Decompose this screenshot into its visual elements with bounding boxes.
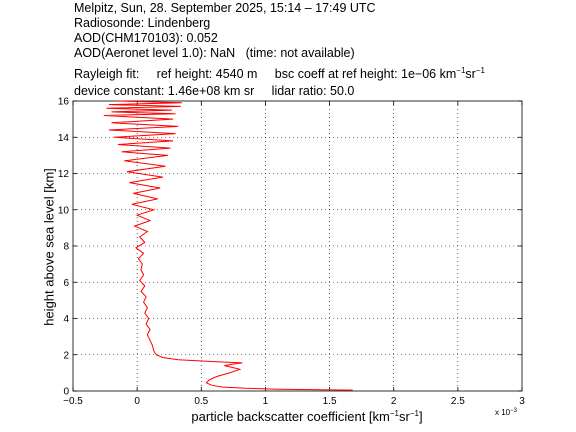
title-line-5: Rayleigh fit: ref height: 4540 m bsc coe…: [74, 66, 485, 82]
x-tick-label: 2.5: [451, 396, 465, 407]
y-tick-label: 14: [58, 133, 70, 144]
x-axis-label: particle backscatter coefficient [km−1sr…: [0, 409, 576, 424]
x-axis-label-sup2: −1: [409, 409, 419, 418]
title-line-6: device constant: 1.46e+08 km sr lidar ra…: [74, 84, 355, 98]
x-tick-label: 0.5: [194, 396, 208, 407]
x-scale-base: x 10: [495, 408, 511, 417]
y-tick-label: 8: [63, 242, 69, 253]
y-tick-label: 16: [58, 97, 70, 108]
y-tick-label: 2: [63, 350, 69, 361]
title-line-5-sup1: −1: [456, 66, 466, 75]
x-tick-labels: −0.5 0 0.5 1 1.5 2 2.5 3: [63, 396, 525, 407]
title-line-3: AOD(CHM170103): 0.052: [74, 31, 218, 45]
x-tick-label: 0: [134, 396, 140, 407]
tick-marks: [72, 100, 523, 392]
y-tick-label: 6: [63, 278, 69, 289]
x-tick-label: 1: [263, 396, 269, 407]
title-line-1: Melpitz, Sun, 28. September 2025, 15:14 …: [74, 1, 376, 15]
y-axis-label: height above sea level [km]: [41, 168, 57, 326]
x-axis-label-mid: sr: [398, 409, 410, 424]
x-tick-label: 3: [519, 396, 525, 407]
x-tick-label: 2: [391, 396, 397, 407]
x-axis-label-sup1: −1: [389, 409, 399, 418]
x-tick-label: −0.5: [63, 396, 83, 407]
y-tick-label: 4: [63, 314, 69, 325]
title-line-5-sup2: −1: [475, 66, 485, 75]
grid-lines: [73, 101, 522, 391]
title-line-5-text: Rayleigh fit: ref height: 4540 m bsc coe…: [74, 67, 457, 81]
title-line-2: Radiosonde: Lindenberg: [74, 16, 211, 30]
y-tick-label: 12: [58, 169, 70, 180]
y-tick-labels: 0 2 4 6 8 10 12 14 16: [58, 97, 70, 398]
x-scale-factor: x 10−3: [495, 408, 517, 417]
x-axis-label-end: ]: [418, 409, 423, 424]
title-line-5-mid: sr: [465, 67, 476, 81]
x-scale-exp: −3: [510, 408, 517, 414]
title-line-4: AOD(Aeronet level 1.0): NaN (time: not a…: [74, 46, 355, 60]
x-tick-label: 1.5: [323, 396, 337, 407]
y-tick-label: 10: [58, 205, 70, 216]
x-axis-label-main: particle backscatter coefficient [km: [191, 409, 390, 424]
y-tick-label: 0: [63, 387, 69, 398]
backscatter-profile-line: [103, 100, 353, 391]
